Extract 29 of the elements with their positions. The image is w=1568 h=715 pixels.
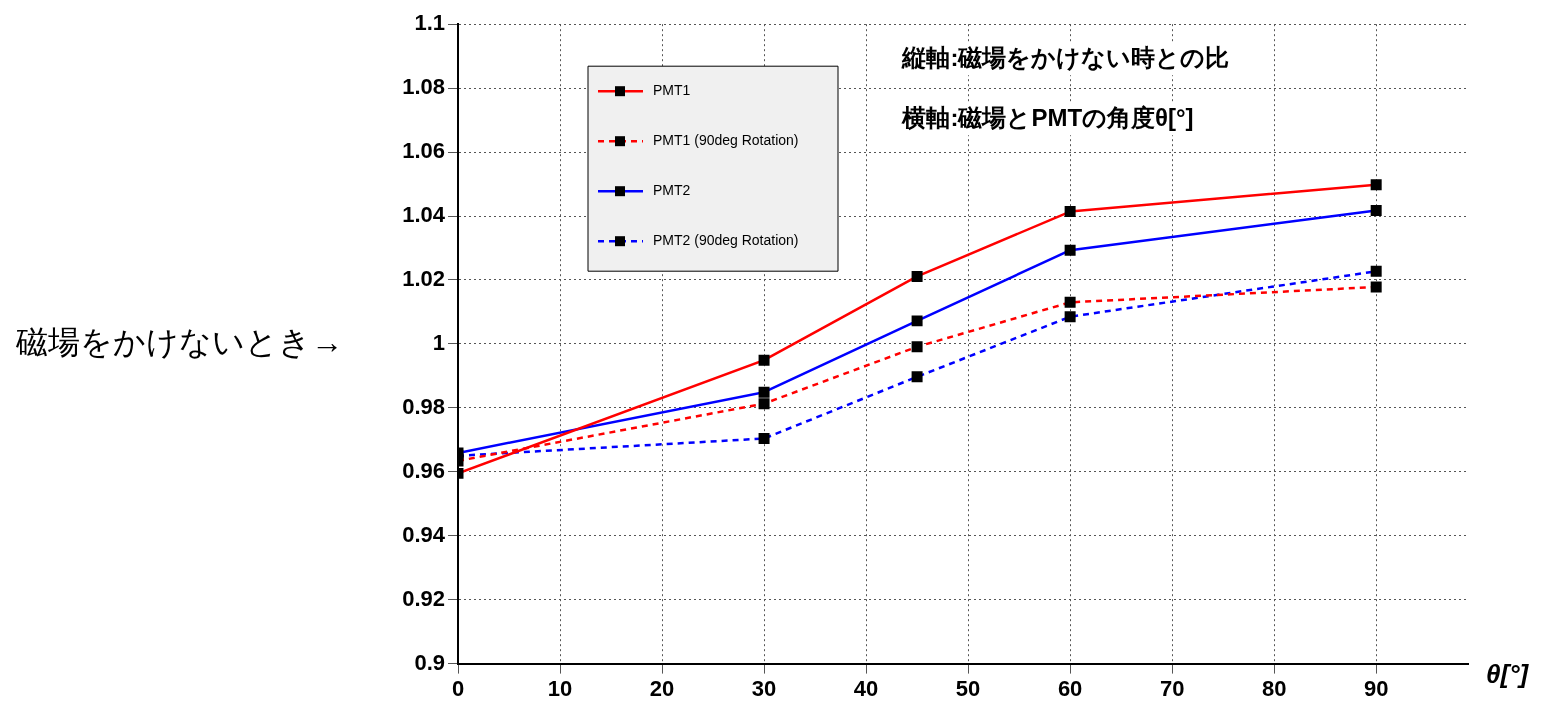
annotation: 縦軸:磁場をかけない時との比 [901, 43, 1230, 71]
y-tick-label: 1 [432, 329, 445, 355]
legend-label: PMT2 [653, 182, 691, 199]
y-tick-label: 0.92 [402, 585, 445, 611]
text: 磁場をかけないとき→ [15, 323, 343, 360]
x-axis-title: θ[°] [1486, 658, 1530, 689]
y-tick-label: 0.9 [414, 649, 445, 675]
x-tick-label: 90 [1363, 675, 1389, 701]
y-tick-label: 1.04 [402, 202, 446, 228]
legend-label: PMT2 (90deg Rotation) [653, 232, 799, 249]
y-tick-label: 1.1 [414, 10, 445, 36]
y-tick-label: 0.94 [402, 521, 446, 547]
y-tick-label: 0.96 [402, 457, 445, 483]
x-tick-label: 20 [649, 675, 675, 701]
legend-label: PMT1 [653, 82, 691, 99]
annotation: 横軸:磁場とPMTの角度θ[°] [901, 103, 1194, 131]
x-tick-label: 70 [1159, 675, 1185, 701]
y-tick-label: 1.08 [402, 74, 445, 100]
y-tick-label: 0.98 [402, 393, 445, 419]
x-tick-label: 30 [751, 675, 777, 701]
y-tick-label: 1.02 [402, 266, 445, 292]
x-tick-label: 0 [451, 675, 465, 701]
legend-label: PMT1 (90deg Rotation) [653, 132, 799, 149]
x-tick-label: 40 [853, 675, 879, 701]
x-tick-label: 10 [547, 675, 573, 701]
x-tick-label: 50 [955, 675, 981, 701]
x-tick-label: 60 [1057, 675, 1083, 701]
y-tick-label: 1.06 [402, 138, 445, 164]
x-tick-label: 80 [1261, 675, 1287, 701]
